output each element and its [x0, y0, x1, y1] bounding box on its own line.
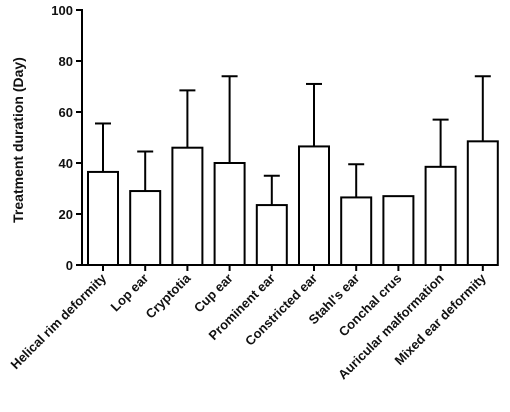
- y-tick-label-4: 80: [59, 54, 73, 69]
- y-tick-label-0: 0: [66, 258, 73, 273]
- bar-2: [171, 146, 204, 266]
- bar-0: [87, 170, 119, 266]
- bar-5: [298, 145, 330, 266]
- bar-4: [255, 204, 288, 266]
- bars-layer: [87, 75, 499, 266]
- y-tick-label-2: 40: [59, 156, 73, 171]
- x-tick-label-2: Cryptotia: [143, 270, 194, 321]
- bar-9: [466, 140, 499, 266]
- y-tick-label-1: 20: [59, 207, 73, 222]
- y-tick-label-3: 60: [59, 105, 73, 120]
- bar-6: [340, 196, 373, 266]
- bar-8: [424, 165, 457, 266]
- x-tick-label-5: Constricted ear: [242, 271, 320, 349]
- y-ticks-layer: 0 20 40 60 80 100: [51, 3, 82, 273]
- axes-layer: [81, 9, 496, 271]
- bar-3: [213, 162, 246, 266]
- y-axis-title: Treatment duration (Day): [10, 57, 26, 223]
- x-tick-label-0: Helical rim deformity: [8, 270, 110, 372]
- bar-1: [129, 190, 162, 266]
- bar-7: [382, 195, 415, 266]
- y-tick-label-5: 100: [51, 3, 73, 18]
